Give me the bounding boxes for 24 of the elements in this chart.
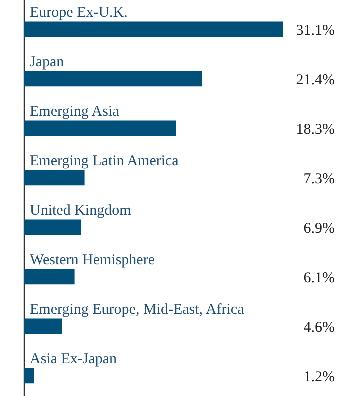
bar [24, 22, 283, 38]
y-tick-label: United Kingdom [30, 202, 132, 219]
bar [24, 71, 202, 87]
data-label: 6.1% [304, 270, 335, 287]
bar [24, 220, 82, 236]
y-tick-label: Asia Ex-Japan [30, 351, 118, 368]
data-label: 6.9% [304, 221, 335, 238]
bar [24, 368, 34, 384]
y-tick-label: Japan [30, 54, 65, 70]
bar [24, 318, 62, 334]
y-tick-label: Western Hemisphere [30, 252, 156, 268]
bar [24, 120, 176, 136]
bar [24, 170, 85, 186]
y-tick-label: Emerging Latin America [30, 153, 180, 170]
bar [24, 269, 75, 285]
data-label: 1.2% [304, 370, 335, 386]
data-label: 7.3% [304, 172, 335, 188]
data-label: 21.4% [296, 72, 335, 89]
y-tick-label: Emerging Asia [30, 104, 120, 120]
y-tick-label: Europe Ex-U.K. [30, 4, 128, 21]
data-label: 31.1% [296, 23, 335, 40]
y-tick-label: Emerging Europe, Mid-East, Africa [30, 302, 245, 318]
data-label: 4.6% [304, 320, 335, 336]
data-label: 18.3% [296, 122, 335, 138]
